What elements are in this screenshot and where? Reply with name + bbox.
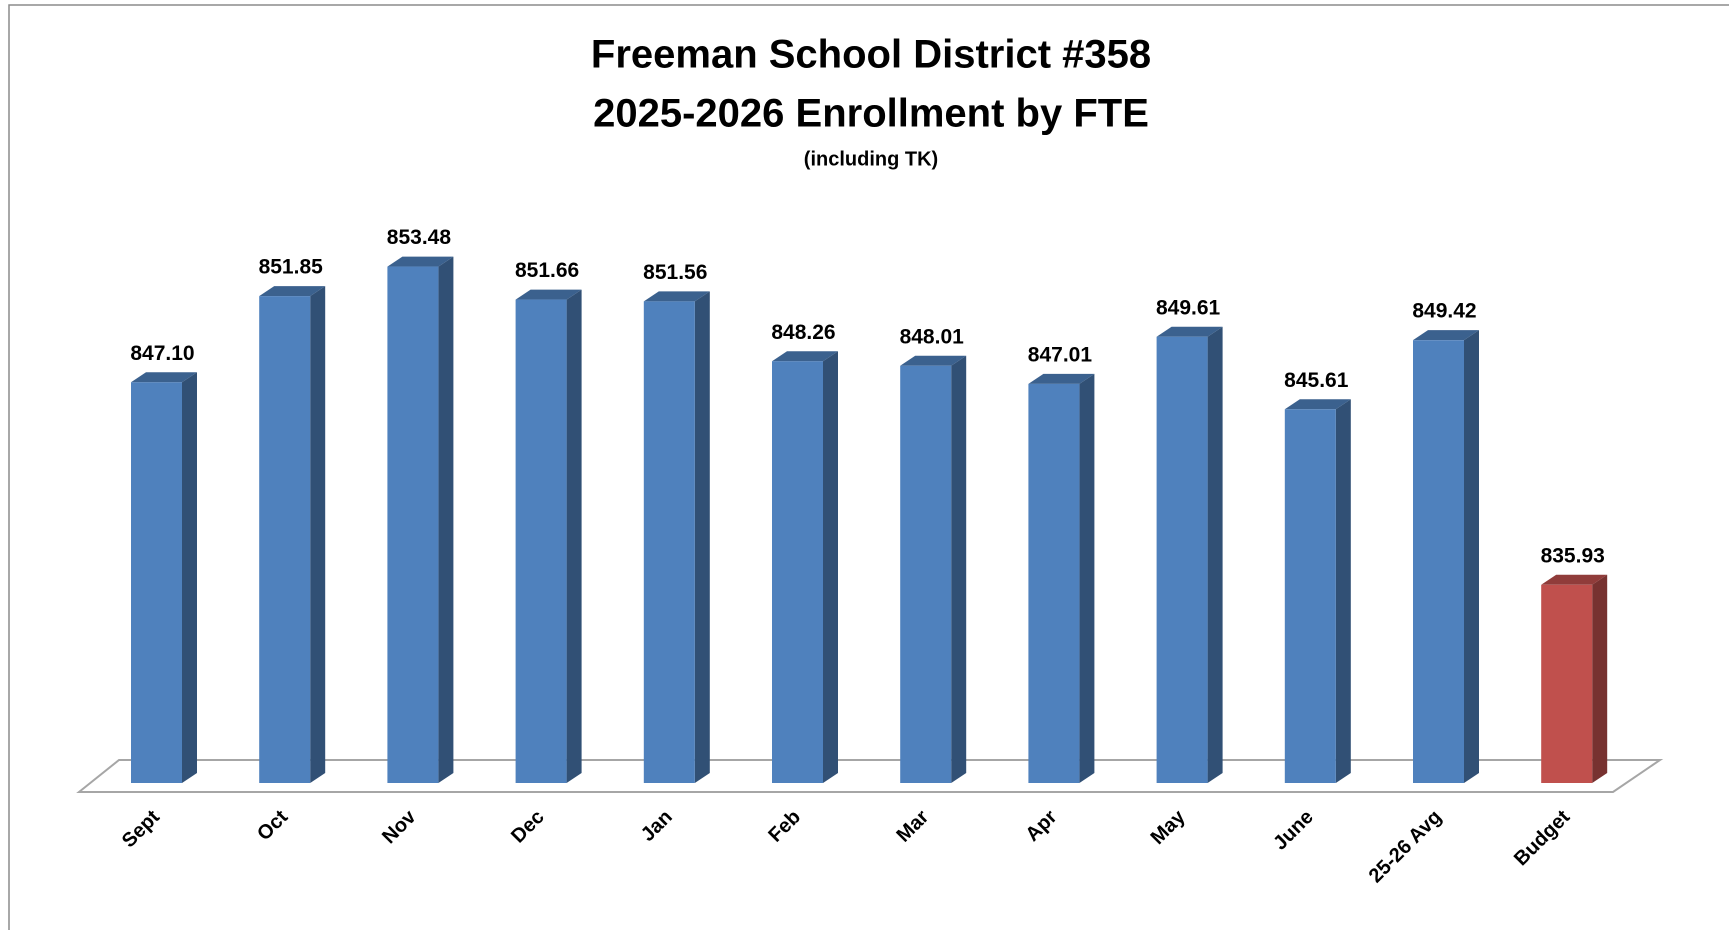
bar	[643, 291, 710, 783]
value-label: 849.42	[1412, 300, 1476, 323]
bar-top	[1284, 399, 1351, 410]
bar-side	[694, 291, 710, 783]
value-label: 847.01	[1028, 343, 1093, 366]
bar-top	[515, 289, 582, 300]
bar-front	[515, 299, 567, 783]
chart-title: Freeman School District #358	[591, 33, 1151, 77]
value-label: 851.85	[259, 256, 324, 279]
bar	[131, 372, 197, 783]
bar-front	[1156, 336, 1208, 783]
bar	[1156, 326, 1223, 783]
value-label: 847.10	[130, 342, 194, 365]
bar-side	[1592, 574, 1608, 783]
bar-top	[772, 351, 838, 362]
bar	[259, 286, 326, 783]
bar-side	[823, 351, 838, 783]
value-label: 835.93	[1541, 544, 1605, 567]
bar-top	[1156, 326, 1223, 337]
chart-subtitle: 2025-2026 Enrollment by FTE	[593, 92, 1149, 136]
bar-side	[310, 286, 326, 783]
chart-border	[8, 4, 1729, 930]
x-tick-label: Nov	[378, 805, 421, 848]
value-label: 853.48	[387, 226, 452, 249]
bar	[900, 355, 967, 783]
bar-top	[643, 291, 710, 302]
bar-front	[772, 361, 823, 783]
bar-side	[1207, 326, 1223, 783]
bar-top	[900, 355, 967, 366]
bar-front	[1028, 383, 1080, 783]
bar-side	[182, 372, 197, 783]
bar-front	[259, 296, 311, 783]
bar-front	[1413, 340, 1464, 783]
floor	[76, 759, 1664, 793]
bar-front	[1541, 584, 1593, 783]
value-label: 851.66	[515, 259, 579, 282]
x-tick-label: May	[1147, 805, 1191, 849]
value-label: 851.56	[643, 261, 707, 284]
bar	[772, 351, 838, 783]
x-tick-label: Apr	[1022, 806, 1062, 846]
bar-front	[131, 382, 182, 783]
bar-top	[1413, 330, 1479, 341]
bar-side	[1079, 373, 1095, 783]
x-tick-label: Budget	[1510, 806, 1575, 871]
bar-side	[1464, 330, 1479, 783]
bar-front	[1284, 409, 1336, 783]
x-tick-label: Mar	[893, 806, 934, 847]
bar	[1541, 574, 1608, 783]
bar	[1028, 373, 1095, 783]
bar	[1413, 330, 1479, 783]
x-tick-label: Oct	[253, 806, 292, 845]
bar-side	[951, 355, 967, 783]
value-label: 848.01	[900, 325, 965, 348]
x-tick-label: 25-26 Avg	[1365, 806, 1446, 887]
bar-front	[900, 365, 952, 783]
chart-note: (including TK)	[804, 148, 938, 170]
bar	[515, 289, 582, 783]
bar-top	[1541, 574, 1608, 585]
bar	[1284, 399, 1351, 783]
x-tick-label: Jan	[637, 806, 677, 846]
bar-front	[643, 301, 695, 783]
bar	[387, 256, 454, 784]
x-tick-label: Feb	[764, 806, 805, 847]
x-tick-label: June	[1269, 806, 1318, 855]
bar-side	[1335, 399, 1351, 783]
bar-top	[259, 286, 326, 297]
value-label: 848.26	[771, 321, 835, 344]
value-label: 849.61	[1156, 296, 1221, 319]
value-label: 845.61	[1284, 369, 1349, 392]
bar-side	[566, 289, 582, 783]
bar-top	[387, 256, 454, 267]
bar-side	[438, 256, 454, 784]
x-tick-label: Dec	[507, 806, 549, 848]
bar-front	[387, 266, 439, 784]
bar-top	[1028, 373, 1095, 384]
bar-top	[131, 372, 197, 383]
x-tick-label: Sept	[118, 806, 164, 852]
